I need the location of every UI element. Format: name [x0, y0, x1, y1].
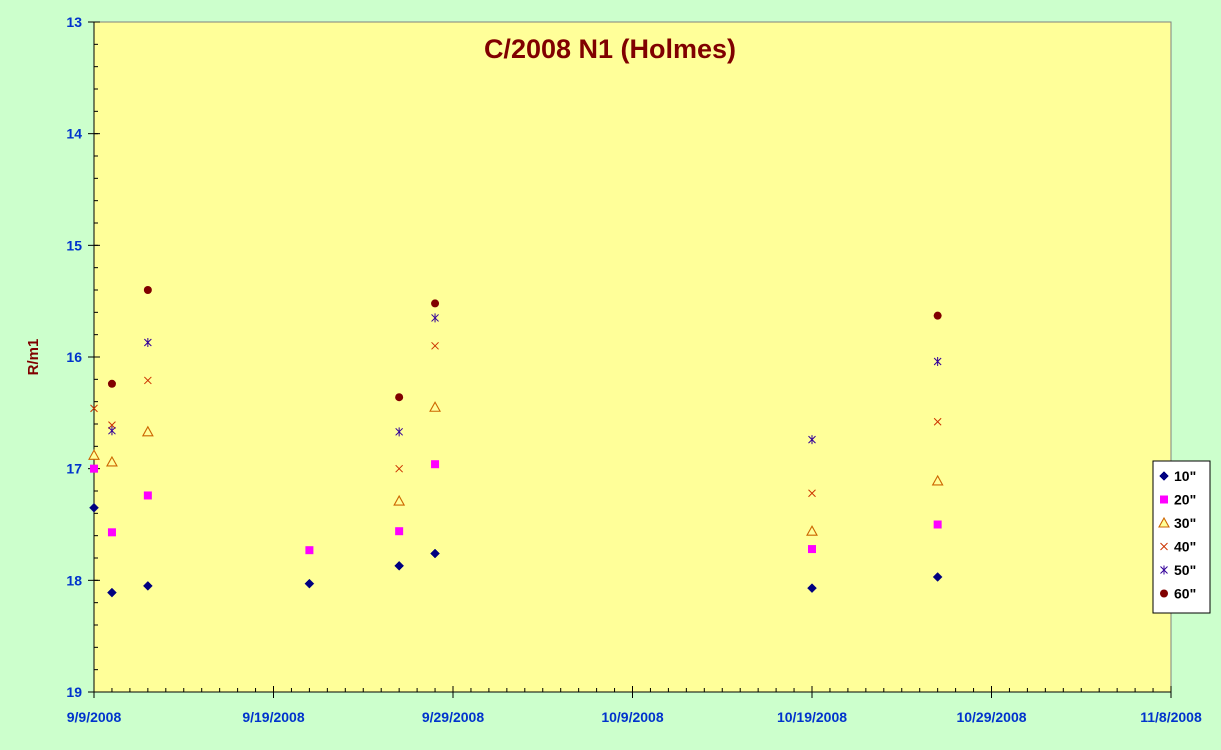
data-point: [394, 560, 405, 571]
series-6: [107, 286, 942, 402]
data-marks: [88, 286, 944, 598]
data-point: [933, 520, 942, 529]
x-tick-label: 10/19/2008: [777, 709, 847, 725]
data-point: [107, 587, 117, 598]
data-point: [393, 494, 406, 506]
data-point: [89, 502, 99, 513]
data-point: [806, 525, 818, 536]
series-4: [90, 341, 942, 498]
y-tick-label: 15: [66, 237, 82, 253]
data-point: [90, 404, 98, 413]
data-point: [431, 313, 439, 323]
y-tick-label: 14: [66, 126, 82, 142]
x-tick-label: 9/29/2008: [422, 709, 484, 725]
y-tick-label: 18: [66, 572, 82, 588]
data-point: [808, 489, 816, 498]
data-point: [808, 545, 816, 554]
data-point: [107, 379, 116, 388]
series-1: [89, 502, 943, 598]
axes: 13 14 15 16 17 18 19 9/9/2008 9/19/2008 9/29/2008…: [66, 14, 1202, 725]
data-point: [431, 341, 439, 350]
legend-marker: [1160, 542, 1168, 551]
data-point: [431, 299, 440, 308]
legend-marker: [1159, 471, 1169, 481]
data-point: [143, 286, 152, 294]
data-point: [933, 417, 942, 426]
legend-marker: [1158, 516, 1170, 528]
data-point: [932, 572, 943, 582]
legend-marker: [1160, 495, 1168, 504]
data-point: [88, 449, 100, 460]
series-3: [88, 401, 944, 536]
y-tick-label: 17: [66, 461, 82, 477]
series-5: [108, 313, 942, 445]
legend-marker: [1160, 565, 1168, 575]
x-tick-label: 9/19/2008: [242, 709, 304, 725]
data-point: [429, 401, 441, 412]
chart-title: C/2008 N1 (Holmes): [484, 34, 736, 64]
legend-entry-label: 50": [1174, 562, 1196, 578]
legend-entry-label: 40": [1174, 539, 1196, 555]
data-point: [431, 460, 440, 469]
legend-entry-label: 20": [1174, 492, 1196, 508]
data-point: [430, 548, 440, 559]
data-point: [142, 581, 153, 591]
x-tick-label: 9/9/2008: [67, 709, 122, 725]
data-point: [143, 491, 152, 500]
y-tick-label: 16: [66, 349, 82, 365]
data-point: [395, 527, 404, 536]
x-tick-label: 10/29/2008: [956, 709, 1026, 725]
data-point: [807, 583, 817, 594]
y-tick-label: 19: [66, 684, 82, 700]
data-point: [90, 464, 98, 473]
data-point: [933, 311, 942, 320]
data-point: [108, 426, 116, 436]
plot-area: [93, 21, 1172, 693]
data-point: [143, 337, 152, 347]
data-point: [395, 393, 404, 402]
series-2: [90, 460, 942, 555]
data-point: [106, 455, 118, 467]
data-point: [395, 427, 404, 437]
legend-marker: [1160, 589, 1168, 598]
y-axis-label: R/m1: [25, 339, 42, 376]
legend-entry-label: 30": [1174, 515, 1196, 531]
legend-entry-label: 10": [1174, 468, 1196, 484]
legend-entry-label: 60": [1174, 586, 1196, 602]
data-point: [808, 435, 816, 445]
data-point: [141, 425, 154, 437]
x-tick-label: 11/8/2008: [1140, 709, 1202, 725]
legend-box: [1152, 460, 1211, 614]
data-point: [395, 464, 404, 473]
data-point: [304, 578, 315, 589]
y-tick-label: 13: [66, 14, 82, 30]
x-tick-label: 10/9/2008: [601, 709, 663, 725]
data-point: [143, 376, 152, 385]
data-point: [931, 474, 944, 486]
data-point: [108, 421, 116, 429]
data-point: [305, 546, 314, 555]
legend: 10" 20" 30" 40" 50" 60": [1152, 460, 1211, 614]
data-point: [107, 528, 116, 537]
data-point: [933, 356, 942, 366]
